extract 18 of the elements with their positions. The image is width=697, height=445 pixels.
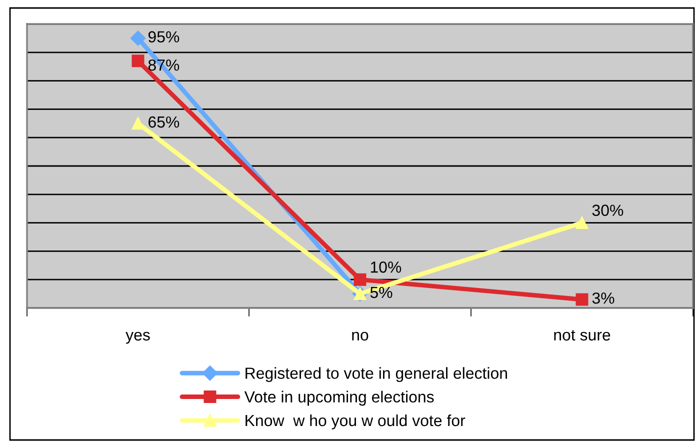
legend-label: Registered to vote in general election xyxy=(246,367,507,382)
data-label: 3% xyxy=(592,292,614,304)
data-label: 10% xyxy=(370,261,402,273)
point xyxy=(132,54,144,68)
data-label: 95% xyxy=(148,31,180,42)
point xyxy=(130,30,146,46)
data-label: 30% xyxy=(592,204,624,216)
point xyxy=(354,273,366,286)
data-label: 87% xyxy=(148,59,180,71)
data-label: 65% xyxy=(148,116,180,128)
legend-label: Vote in upcoming elections xyxy=(244,390,434,406)
x-tick-label: no xyxy=(352,332,368,341)
point xyxy=(576,216,588,230)
data-label: 5% xyxy=(370,286,392,298)
x-tick-label: not sure xyxy=(554,330,610,341)
x-tick-label: yes xyxy=(126,332,150,344)
point xyxy=(576,293,588,306)
legend-label: Know w ho you w ould vote for xyxy=(246,414,466,430)
